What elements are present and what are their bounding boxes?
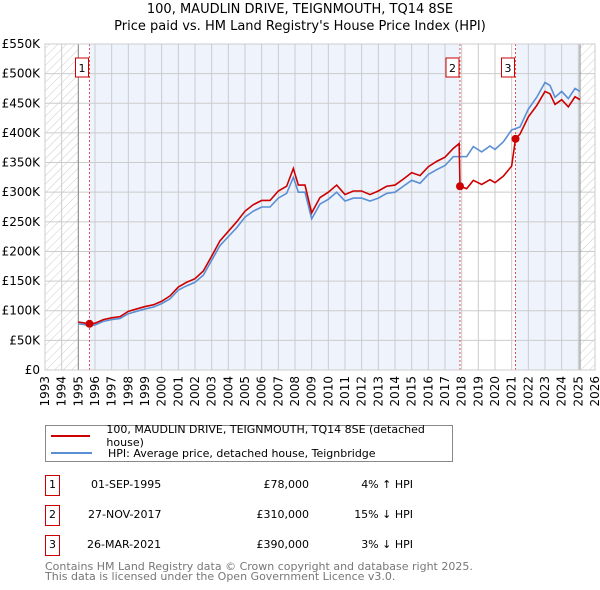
chart-subtitle: Price paid vs. HM Land Registry's House … bbox=[114, 19, 486, 34]
sale-row: 2 27-NOV-2017 £310,000 15% ↓ HPI bbox=[45, 505, 465, 526]
x-tick-label: 2019 bbox=[471, 376, 485, 407]
x-tick-label: 2010 bbox=[321, 376, 335, 407]
x-tick-label: 2024 bbox=[555, 376, 569, 407]
legend: 100, MAUDLIN DRIVE, TEIGNMOUTH, TQ14 8SE… bbox=[45, 423, 453, 462]
sale-hpi: 3% ↓ HPI bbox=[361, 538, 413, 551]
x-tick-label: 2005 bbox=[238, 376, 252, 407]
legend-label: HPI: Average price, detached house, Teig… bbox=[108, 446, 376, 460]
sale-label-box bbox=[501, 57, 515, 78]
sale-hpi: 4% ↑ HPI bbox=[361, 478, 413, 491]
x-tick-label: 2020 bbox=[488, 376, 502, 407]
y-tick-label: £500K bbox=[2, 67, 42, 81]
x-tick-label: 2022 bbox=[521, 376, 535, 407]
sale-badge: 2 bbox=[45, 505, 60, 526]
chart-title: 100, MAUDLIN DRIVE, TEIGNMOUTH, TQ14 8SE bbox=[146, 2, 454, 17]
sale-point bbox=[456, 182, 464, 191]
sale-label: 3 bbox=[505, 62, 512, 75]
x-tick-label: 1995 bbox=[71, 376, 85, 407]
y-tick-label: £550K bbox=[2, 37, 42, 51]
sale-price: £390,000 bbox=[256, 538, 310, 551]
sale-row: 3 26-MAR-2021 £390,000 3% ↓ HPI bbox=[45, 535, 465, 556]
sale-label-box bbox=[445, 57, 460, 78]
sale-date: 26-MAR-2021 bbox=[87, 538, 162, 551]
x-tick-label: 2012 bbox=[355, 376, 369, 407]
y-tick-label: £0 bbox=[25, 363, 40, 377]
legend-label: 100, MAUDLIN DRIVE, TEIGNMOUTH, TQ14 8SE… bbox=[106, 423, 425, 449]
x-tick-label: 2026 bbox=[588, 376, 600, 407]
x-tick-label: 2001 bbox=[171, 376, 185, 407]
y-tick-label: £450K bbox=[2, 96, 42, 110]
x-tick-label: 1998 bbox=[121, 376, 135, 407]
hatched-region-after bbox=[580, 44, 595, 370]
shaded-period bbox=[89, 44, 460, 370]
legend-swatch-red bbox=[51, 435, 91, 437]
x-tick-label: 2008 bbox=[288, 376, 302, 407]
x-tick-label: 2003 bbox=[205, 376, 219, 407]
x-tick-label: 2025 bbox=[571, 376, 585, 407]
x-tick-label: 2018 bbox=[455, 376, 469, 407]
sale-badge: 1 bbox=[45, 475, 60, 496]
x-tick-label: 1999 bbox=[138, 376, 152, 407]
y-tick-label: £350K bbox=[2, 156, 42, 170]
plot-area: £0 £50K £100K £150K £200K £250K £300K £350K £400… bbox=[2, 37, 600, 407]
plot-border bbox=[44, 43, 596, 371]
sale-price: £78,000 bbox=[263, 478, 310, 491]
x-tick-label: 2021 bbox=[505, 376, 519, 407]
x-tick-label: 1993 bbox=[38, 376, 52, 407]
x-tick-label: 2011 bbox=[338, 376, 352, 407]
sale-label: 2 bbox=[449, 62, 456, 75]
x-tick-label: 2006 bbox=[255, 376, 269, 407]
sale-point bbox=[85, 319, 94, 328]
sale-row: 1 01-SEP-1995 £78,000 4% ↑ HPI bbox=[45, 475, 465, 496]
sale-label-box bbox=[75, 57, 89, 78]
sale-date: 01-SEP-1995 bbox=[91, 478, 162, 491]
legend-item-hpi: HPI: Average price, detached house, Teig… bbox=[46, 445, 376, 461]
x-tick-label: 2016 bbox=[421, 376, 435, 407]
x-tick-label: 2023 bbox=[538, 376, 552, 407]
sale-point bbox=[511, 134, 520, 143]
y-tick-label: £250K bbox=[2, 215, 42, 229]
sale-date: 27-NOV-2017 bbox=[88, 508, 162, 521]
y-tick-label: £100K bbox=[2, 304, 42, 318]
footer-licence: This data is licensed under the Open Gov… bbox=[45, 570, 396, 583]
y-tick-label: £150K bbox=[2, 274, 42, 288]
x-tick-label: 2007 bbox=[271, 376, 285, 407]
x-tick-label: 2004 bbox=[221, 376, 235, 407]
sale-badge: 3 bbox=[45, 535, 60, 556]
x-tick-label: 2015 bbox=[405, 376, 419, 407]
x-tick-label: 2017 bbox=[438, 376, 452, 407]
y-tick-label: £400K bbox=[2, 126, 42, 140]
x-tick-label: 1996 bbox=[88, 376, 102, 407]
x-tick-label: 1997 bbox=[105, 376, 119, 407]
y-tick-label: £50K bbox=[9, 333, 41, 347]
x-tick-label: 1994 bbox=[55, 376, 69, 407]
price-paid-line bbox=[78, 90, 581, 325]
legend-item-property: 100, MAUDLIN DRIVE, TEIGNMOUTH, TQ14 8SE… bbox=[46, 423, 452, 449]
y-tick-label: £200K bbox=[2, 244, 42, 258]
x-tick-label: 2000 bbox=[155, 376, 169, 407]
hpi-line bbox=[78, 81, 581, 327]
sale-price: £310,000 bbox=[256, 508, 310, 521]
sale-hpi: 15% ↓ HPI bbox=[354, 508, 413, 521]
footer-copyright: Contains HM Land Registry data © Crown c… bbox=[45, 560, 473, 573]
sale-label: 1 bbox=[79, 62, 86, 75]
x-tick-label: 2002 bbox=[188, 376, 202, 407]
y-tick-label: £300K bbox=[2, 185, 42, 199]
x-tick-label: 2009 bbox=[305, 376, 319, 407]
legend-swatch-blue bbox=[51, 452, 92, 454]
x-tick-label: 2013 bbox=[371, 376, 385, 407]
x-tick-label: 2014 bbox=[388, 376, 402, 407]
